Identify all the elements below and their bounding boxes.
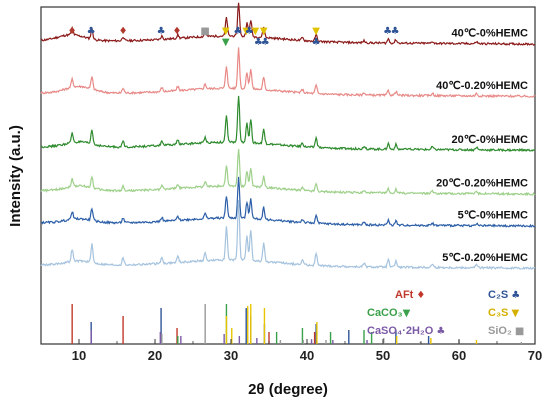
legend-label: C₃S <box>488 307 511 319</box>
peak-marker: ♣ <box>233 26 242 37</box>
peak-marker: ▼ <box>222 26 230 37</box>
xrd-pattern-line <box>40 176 536 228</box>
plot-frame <box>40 6 536 345</box>
legend-symbol: ♣ <box>436 326 445 337</box>
legend-label: C₂S <box>488 289 511 301</box>
legend-label: CaCO₃ <box>367 307 403 319</box>
xrd-patterns <box>40 2 536 271</box>
legend-entry: SiO₂ ■ <box>488 325 524 337</box>
legend-entry: CaCO₃▼ <box>367 307 411 319</box>
x-tick-label: 30 <box>224 348 238 363</box>
x-tick-label: 40 <box>300 348 314 363</box>
legend-symbol: ▼ <box>511 308 519 319</box>
legend-entry: C₃S ▼ <box>488 307 519 319</box>
peak-marker: ▼ <box>242 26 250 37</box>
peak-marker: ♦ <box>119 26 128 37</box>
x-tick-label: 50 <box>376 348 390 363</box>
xrd-pattern-line <box>40 2 536 47</box>
legend-symbol: ♦ <box>416 290 425 301</box>
legend-label: CaSO₄·2H₂O <box>367 325 436 337</box>
x-axis-title: 2θ (degree) <box>248 381 328 398</box>
x-tick-label: 70 <box>528 348 542 363</box>
x-tick-label: 20 <box>148 348 162 363</box>
xrd-pattern-line <box>40 95 536 153</box>
xrd-pattern-line <box>40 200 536 271</box>
peak-marker: ▼ <box>260 26 268 37</box>
peak-marker: ▼ <box>251 26 259 37</box>
legend-symbol: ■ <box>515 326 524 337</box>
peak-marker: ♦ <box>173 26 182 37</box>
peak-markers: ♦ ♣ ♦ ♣ ♦ ■ ▼▼♣ ▼♣▼ ▼♣♣▼♣♣♣ <box>68 26 400 48</box>
xrd-pattern-line <box>40 149 536 197</box>
legend-label: AFt <box>395 289 416 301</box>
legend-symbol: ▼ <box>403 308 411 319</box>
x-tick-label: 10 <box>72 348 86 363</box>
legend-symbol: ♣ <box>511 290 520 301</box>
peak-marker: ♣ <box>312 37 321 48</box>
legend-entry: C₂S ♣ <box>488 289 520 301</box>
y-axis-title: Intensity (a.u.) <box>7 125 24 227</box>
series-labels: 40℃-0%HEMC 40℃-0.20%HEMC 20℃-0%HEMC 20℃-0.2… <box>436 28 528 264</box>
legend-label: SiO₂ <box>488 325 515 337</box>
x-axis-ticks: 10 20 30 40 50 60 70 <box>72 339 542 363</box>
peak-marker: ♣ <box>254 37 263 48</box>
peak-marker: ♣ <box>391 26 400 37</box>
peak-marker: ■ <box>200 26 209 37</box>
x-tick-label: 60 <box>452 348 466 363</box>
legend-entry: CaSO₄·2H₂O ♣ <box>367 325 445 337</box>
series-label: 20℃-0.20%HEMC <box>436 178 528 190</box>
peak-marker: ♣ <box>87 26 96 37</box>
peak-marker: ♦ <box>68 26 77 37</box>
series-label: 5℃-0.20%HEMC <box>442 252 528 264</box>
peak-marker: ♣ <box>245 26 254 37</box>
series-label: 20℃-0%HEMC <box>451 134 528 146</box>
peak-marker: ♣ <box>383 26 392 37</box>
peak-marker: ♣ <box>157 26 166 37</box>
xrd-pattern-line <box>40 47 536 99</box>
peak-marker: ♣ <box>261 37 270 48</box>
peak-marker: ▼ <box>312 26 320 37</box>
series-label: 40℃-0.20%HEMC <box>436 80 528 92</box>
reference-lines <box>71 304 523 344</box>
series-label: 40℃-0%HEMC <box>451 28 528 40</box>
peak-marker: ▼ <box>222 37 230 48</box>
series-label: 5℃-0%HEMC <box>458 210 528 222</box>
phase-legend: AFt ♦ C₂S ♣CaCO₃▼ C₃S ▼CaSO₄·2H₂O ♣ SiO₂ ■ <box>367 289 524 337</box>
legend-entry: AFt ♦ <box>395 289 425 301</box>
